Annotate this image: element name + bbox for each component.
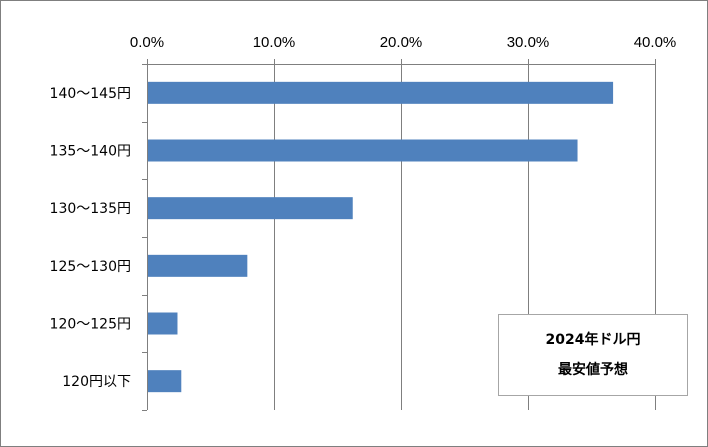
x-tick-label: 10.0%	[253, 34, 296, 51]
category-label: 125～130円	[50, 259, 131, 275]
bar	[147, 370, 182, 393]
bar	[147, 254, 248, 277]
bar	[147, 81, 614, 104]
annotation-line-2: 最安値予想	[558, 362, 628, 378]
category-labels: 140～145円 135～140円 130～135円 125～130円 120～125円…	[50, 86, 131, 390]
category-label: 135～140円	[50, 144, 131, 160]
category-label: 140～145円	[50, 86, 131, 102]
bars	[147, 81, 614, 393]
bar	[147, 139, 578, 162]
bar	[147, 312, 178, 335]
category-label: 120～125円	[50, 317, 131, 333]
category-label: 120円以下	[62, 374, 131, 390]
x-tick-label: 30.0%	[507, 34, 550, 51]
x-tick-label: 20.0%	[380, 34, 423, 51]
category-axis	[142, 64, 655, 411]
annotation-line-1: 2024年ドル円	[545, 332, 641, 348]
x-tick-label: 0.0%	[130, 34, 164, 51]
category-label: 130～135円	[50, 201, 131, 217]
x-tick-label: 40.0%	[634, 34, 677, 51]
value-axis-labels: 0.0% 10.0% 20.0% 30.0% 40.0%	[130, 34, 676, 51]
annotation-box: 2024年ドル円 最安値予想	[498, 314, 688, 396]
bar	[147, 197, 353, 220]
